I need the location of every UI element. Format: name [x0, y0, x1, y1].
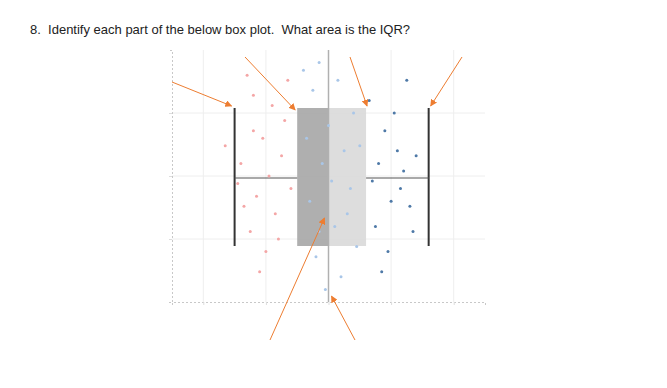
point: [277, 238, 280, 241]
grid: [172, 50, 485, 302]
point: [280, 154, 283, 157]
title: 8. Identify each part of the below box p…: [30, 22, 410, 37]
point: [224, 144, 227, 147]
point: [333, 225, 336, 228]
point: [321, 162, 324, 165]
point: [236, 182, 239, 185]
tick: [169, 239, 172, 240]
tick-mark: [203, 302, 204, 305]
point: [402, 169, 405, 172]
tick-mark: [454, 302, 455, 305]
box-lower: [297, 108, 328, 246]
tick: [203, 302, 204, 305]
point: [408, 205, 411, 208]
arrow: [332, 296, 356, 340]
point: [412, 230, 415, 233]
tick-mark: [169, 176, 172, 177]
axis-line: [173, 303, 486, 306]
point: [336, 79, 339, 82]
tick: [169, 176, 172, 177]
point: [252, 94, 255, 97]
point: [271, 104, 274, 107]
point: [386, 250, 389, 253]
whisker: [366, 177, 429, 178]
point: [314, 255, 317, 258]
point: [261, 137, 264, 140]
arrow: [172, 82, 232, 106]
point: [327, 124, 330, 127]
tick: [169, 113, 172, 114]
grid-line: [328, 50, 329, 302]
tick: [391, 302, 392, 305]
point: [239, 162, 242, 165]
plot-marks: [224, 50, 429, 302]
callout-arrows: [172, 57, 462, 340]
point: [252, 129, 255, 132]
tick-mark: [391, 302, 392, 305]
point: [258, 270, 261, 273]
point: [324, 288, 327, 291]
point: [246, 74, 249, 77]
point: [358, 144, 361, 147]
point-series: [302, 61, 361, 291]
point: [352, 112, 355, 115]
point: [305, 137, 308, 140]
median-line: [328, 50, 330, 302]
point: [405, 79, 408, 82]
point: [399, 187, 402, 190]
arrow: [270, 218, 325, 340]
y-axis: [169, 51, 173, 303]
point: [377, 162, 380, 165]
point: [371, 180, 374, 183]
point: [283, 119, 286, 122]
arrow: [350, 57, 367, 106]
tick: [329, 302, 330, 305]
tick: [266, 302, 267, 305]
box-upper: [329, 108, 367, 246]
point: [383, 129, 386, 132]
tick: [454, 302, 455, 305]
tick-mark: [329, 302, 330, 305]
point: [308, 200, 311, 203]
point: [255, 195, 258, 198]
point: [349, 187, 352, 190]
point: [343, 149, 346, 152]
point: [346, 212, 349, 215]
x-axis: [173, 302, 486, 305]
tick-mark: [169, 113, 172, 114]
point: [302, 69, 305, 72]
point: [415, 154, 418, 157]
point: [340, 275, 343, 278]
arrow: [431, 57, 462, 106]
point: [368, 99, 371, 102]
point: [390, 200, 393, 203]
tick-mark: [266, 302, 267, 305]
point: [264, 250, 267, 253]
point: [311, 89, 314, 92]
arrow: [245, 57, 295, 110]
whisker: [235, 177, 298, 178]
figure: 8. Identify each part of the below box p…: [0, 0, 667, 388]
point: [268, 175, 271, 178]
point: [249, 230, 252, 233]
whisker-cap: [428, 108, 430, 246]
point-series: [368, 79, 418, 274]
point: [396, 149, 399, 152]
point: [274, 212, 277, 215]
axis-line: [169, 51, 173, 303]
point: [286, 79, 289, 82]
point: [318, 61, 321, 64]
point: [374, 225, 377, 228]
whisker-cap: [234, 108, 236, 246]
point: [355, 245, 358, 248]
point-series: [224, 74, 293, 274]
point: [242, 205, 245, 208]
tick-mark: [169, 239, 172, 240]
point: [393, 112, 396, 115]
point: [380, 270, 383, 273]
point: [330, 180, 333, 183]
point: [289, 187, 292, 190]
